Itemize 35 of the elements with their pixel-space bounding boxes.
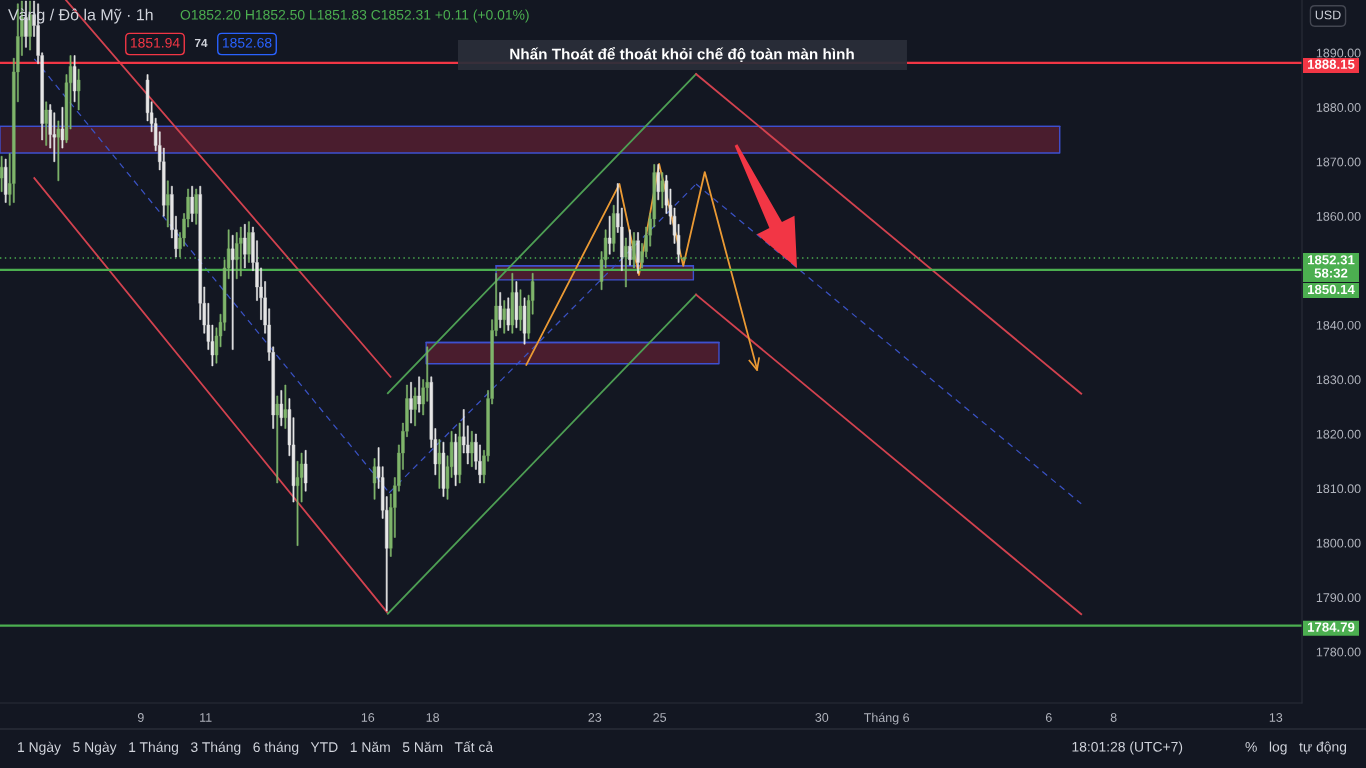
ref-line-label: 1888.15	[1307, 59, 1355, 69]
y-tick-label: 1800.00	[1316, 538, 1361, 548]
text: 18:01:28 (UTC+7)	[1072, 741, 1183, 755]
x-tick-label: 8	[1110, 713, 1117, 722]
x-tick-label: 6	[1045, 713, 1052, 722]
y-tick-label: 1780.00	[1316, 647, 1361, 657]
y-tick-label: 1840.00	[1316, 320, 1361, 330]
annotation: 1852.68	[222, 37, 272, 48]
text: % log tự động	[1245, 741, 1347, 755]
y-tick-label: 1820.00	[1316, 429, 1361, 439]
x-tick-label: 9	[137, 713, 144, 722]
annotation: 74	[194, 38, 208, 48]
y-tick-label: 1830.00	[1316, 375, 1361, 385]
text: 1 Ngày 5 Ngày 1 Tháng 3 Tháng 6 tháng YTD 1 Năm 5 Năm Tất cả	[18, 741, 494, 755]
x-tick-label: 11	[200, 713, 212, 722]
x-tick-label: 13	[1269, 713, 1283, 722]
x-tick-label: 18	[426, 713, 440, 722]
legend-label: 1850.14	[1307, 284, 1355, 295]
ref-line-label: 1852.31 58:32	[1307, 255, 1355, 278]
x-tick-label: Tháng 6	[864, 712, 910, 725]
x-tick-label: 25	[653, 713, 667, 722]
y-tick-label: 1870.00	[1316, 157, 1361, 167]
x-tick-label: 30	[815, 713, 829, 722]
text: USD	[1315, 10, 1341, 20]
y-tick-label: 1790.00	[1316, 593, 1361, 603]
y-tick-label: 1890.00	[1316, 48, 1361, 58]
y-tick-label: 1810.00	[1316, 484, 1361, 494]
text: O1852.20 H1852.50 L1851.83 C1852.31 +0.11 (+0.01%)	[180, 9, 529, 23]
annotation: Nhấn Thoát để thoát khỏi chế độ toàn màn hình	[510, 47, 854, 63]
y-tick-label: 1880.00	[1316, 103, 1361, 112]
x-tick-label: 23	[588, 713, 602, 722]
ref-line-label: 1784.79	[1307, 622, 1355, 632]
y-tick-label: 1860.00	[1316, 211, 1361, 221]
x-tick-label: 16	[361, 713, 375, 722]
annotation: 1851.94	[130, 37, 180, 48]
